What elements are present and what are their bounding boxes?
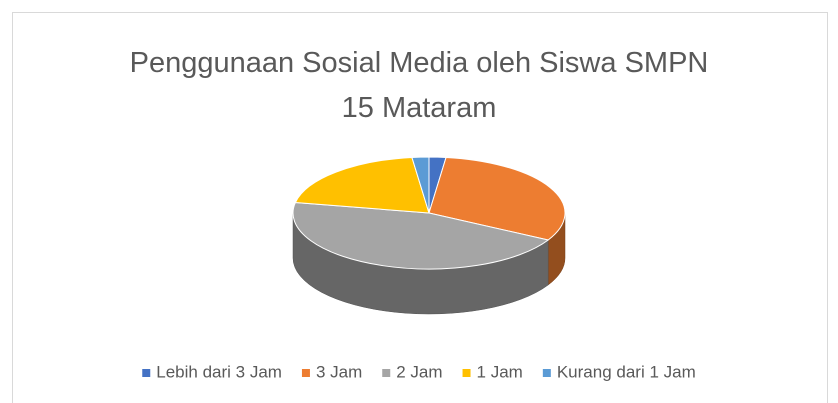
legend-label: 3 Jam [316, 362, 362, 381]
legend-label: Kurang dari 1 Jam [557, 362, 696, 381]
slice [411, 156, 430, 214]
slice [428, 156, 566, 241]
legend-label: 1 Jam [477, 362, 523, 381]
slice [294, 156, 430, 214]
title-line: 15 Mataram [342, 92, 497, 124]
legend-label: 2 Jam [396, 362, 442, 381]
legend-swatch [142, 369, 151, 377]
legend-swatch [542, 369, 551, 377]
legend-label: Lebih dari 3 Jam [156, 362, 282, 381]
legend-swatch [301, 369, 310, 377]
legend: Lebih dari 3 Jam 3 Jam 2 Jam 1 Jam Kurang da… [142, 362, 696, 381]
legend-swatch [382, 369, 391, 377]
chart-title: Penggunaan Sosial Media oleh Siswa SMPN 1… [130, 47, 709, 124]
title-line: Penggunaan Sosial Media oleh Siswa SMPN [130, 47, 709, 79]
slice [292, 201, 550, 270]
legend-swatch [462, 369, 471, 377]
